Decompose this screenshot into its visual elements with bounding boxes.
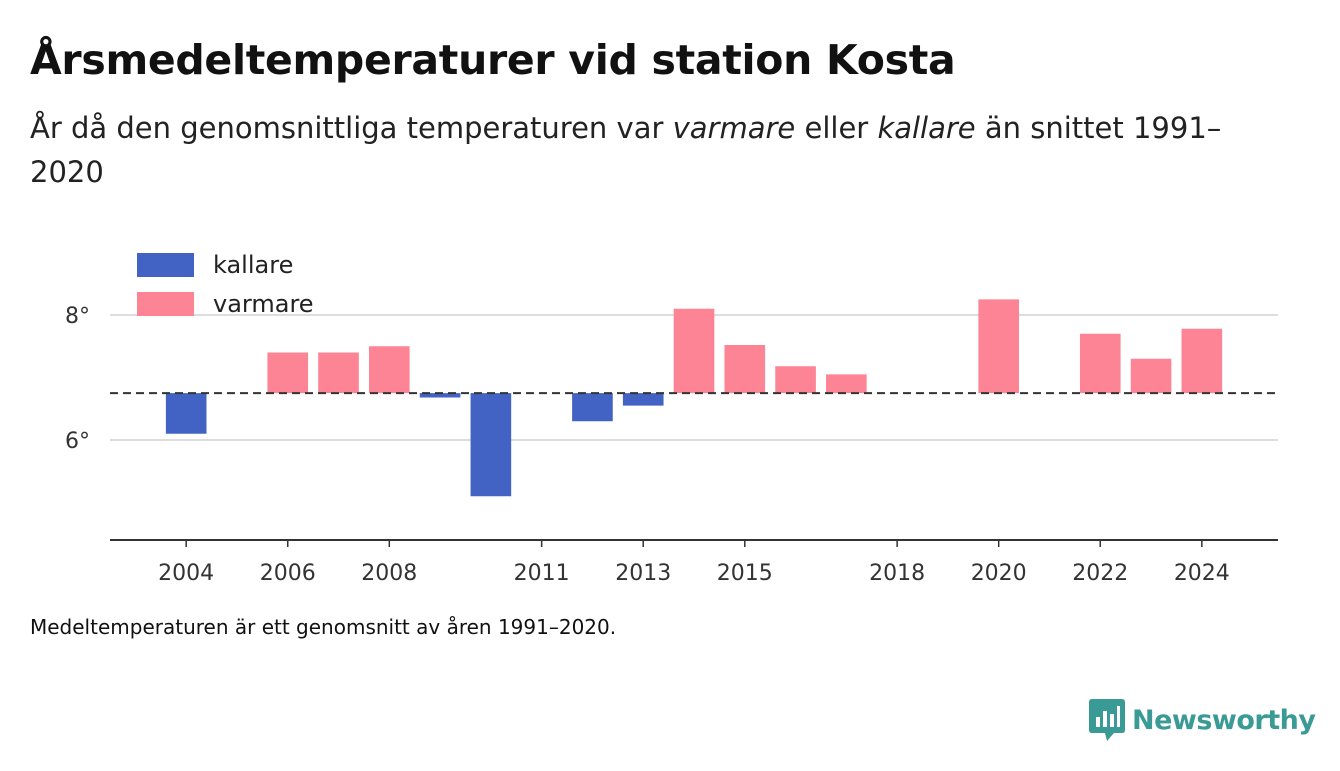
y-axis-ticks: 6° 8° [65,304,90,454]
bar-2014 [673,308,715,394]
chart-title: Årsmedeltemperaturer vid station Kosta [30,36,956,84]
x-tick-label-1: 2006 [260,561,316,586]
y-tick-label-0: 6° [65,429,90,454]
bar-2016 [775,366,816,394]
subtitle-cold: kallare [877,111,976,145]
y-tick-label-1: 8° [65,304,90,329]
x-axis-ticks: 2004 2006 2008 2011 2013 2015 2018 2020 2022 2024 [158,540,1230,586]
subtitle-warm: varmare [672,111,796,145]
footnote: Medeltemperaturen är ett genomsnitt av å… [30,615,617,639]
subtitle-text-3: än snittet 1991–2020 [30,111,1222,189]
bars [165,299,1223,497]
legend-swatch-varmare [137,292,194,316]
x-tick-label-0: 2004 [158,561,214,586]
bar-2012 [572,393,613,422]
bar-2004 [165,393,207,434]
subtitle-text-1: År då den genomsnittliga temperaturen va… [30,111,673,145]
x-tick-label-8: 2022 [1072,561,1128,586]
legend-label-varmare: varmare [213,290,314,318]
x-tick-label-4: 2013 [615,561,671,586]
bar-2020 [978,299,1020,394]
x-tick-label-6: 2018 [869,561,925,586]
bar-2024 [1181,328,1223,394]
brand: Newsworthy [1088,697,1316,743]
bar-2010 [470,393,512,497]
x-tick-label-5: 2015 [717,561,773,586]
x-tick-label-3: 2011 [514,561,570,586]
bar-2006 [267,352,309,394]
brand-name: Newsworthy [1132,704,1316,736]
bar-2008 [368,346,410,394]
chart-subtitle: År då den genomsnittliga temperaturen va… [30,106,1250,194]
bar-2013 [622,393,664,406]
bar-2023 [1130,358,1172,394]
x-tick-label-7: 2020 [971,561,1027,586]
newsworthy-logo-icon [1089,699,1125,741]
bar-chart: 2004 2006 2008 2011 2013 2015 2018 2020 2022 2024… [65,251,1278,586]
bar-2007 [318,352,359,394]
x-tick-label-2: 2008 [361,561,417,586]
subtitle-text-2: eller [795,111,878,145]
bar-2017 [826,374,867,394]
bar-2022 [1079,333,1121,394]
x-tick-label-9: 2024 [1174,561,1230,586]
bar-2009 [419,393,461,398]
legend-swatch-kallare [137,253,194,277]
bar-2015 [724,345,766,394]
legend-label-kallare: kallare [213,251,293,279]
legend: kallare varmare [137,251,314,318]
